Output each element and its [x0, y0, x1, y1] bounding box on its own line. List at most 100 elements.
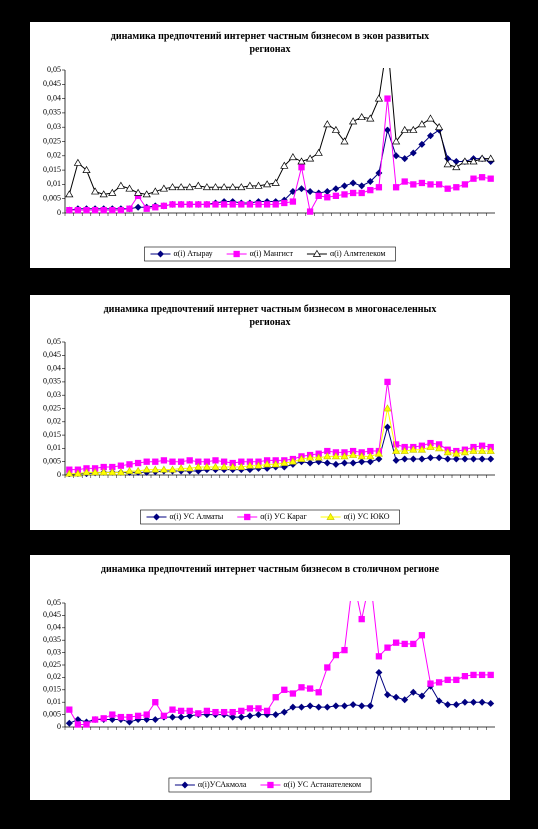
marker [202, 183, 212, 191]
marker [452, 449, 461, 457]
marker [66, 706, 73, 713]
marker [297, 157, 306, 165]
marker [384, 126, 391, 134]
marker [168, 465, 177, 473]
marker [186, 712, 194, 720]
marker [452, 163, 461, 171]
chart: 0 0,005 0,01 0,015 0,02 0,025 0,03 0,035 0,04 0,0… [43, 337, 495, 525]
marker [367, 186, 374, 194]
marker [435, 454, 443, 462]
marker [358, 615, 365, 623]
marker [392, 639, 400, 646]
marker [254, 181, 263, 189]
marker [211, 183, 220, 191]
marker [143, 205, 150, 212]
marker [185, 464, 194, 472]
marker [306, 188, 314, 196]
marker [194, 462, 203, 470]
marker [410, 181, 417, 188]
marker [159, 465, 169, 473]
marker [444, 455, 452, 463]
chart-title: динамика предпочтений интернет частным б… [103, 304, 437, 328]
marker [297, 454, 306, 462]
y-tick-label: 0 [57, 722, 61, 731]
marker [185, 183, 194, 191]
y-tick-label: 0,035 [43, 635, 61, 644]
marker [349, 179, 357, 187]
marker [212, 201, 219, 208]
marker [391, 137, 401, 145]
marker [219, 183, 229, 191]
marker [384, 691, 391, 699]
marker [348, 117, 358, 125]
marker [91, 206, 99, 214]
marker [238, 201, 245, 208]
marker [91, 716, 99, 723]
marker [220, 201, 228, 208]
legend-frame [140, 509, 400, 525]
marker [245, 181, 255, 189]
marker [469, 157, 478, 165]
series [65, 404, 495, 477]
marker [366, 452, 375, 460]
marker [435, 697, 443, 705]
y-tick-label: 0,025 [43, 136, 61, 145]
marker [125, 184, 134, 192]
marker [280, 458, 289, 466]
marker [181, 781, 189, 789]
marker [133, 466, 143, 474]
marker [73, 469, 83, 477]
marker [116, 181, 126, 189]
marker [177, 201, 185, 208]
marker [401, 155, 409, 163]
marker [169, 713, 176, 721]
y-tick-label: 0,05 [47, 337, 61, 346]
legend-item: α(i)УСАкмола [174, 780, 247, 789]
series [65, 126, 495, 214]
marker [228, 462, 237, 470]
series-line [69, 128, 491, 211]
marker [418, 140, 426, 148]
marker [288, 153, 298, 161]
chart-panel: 0 0,005 0,01 0,015 0,02 0,025 0,03 0,035 0,04 0,0… [30, 555, 510, 800]
marker [100, 715, 107, 722]
marker [202, 462, 212, 470]
marker [486, 446, 495, 454]
marker [470, 455, 477, 463]
marker [229, 708, 236, 716]
marker [125, 466, 134, 474]
marker [195, 201, 202, 208]
marker [324, 664, 331, 671]
marker [435, 679, 443, 686]
y-tick-label: 0,005 [43, 457, 61, 466]
marker [426, 114, 435, 122]
marker [211, 462, 220, 470]
marker [341, 459, 348, 467]
marker [203, 707, 211, 715]
y-tick-label: 0,02 [47, 417, 61, 426]
marker [384, 378, 391, 386]
marker [349, 189, 357, 197]
marker [298, 185, 305, 193]
y-tick-label: 0,01 [47, 179, 61, 188]
marker [108, 468, 117, 476]
series-line [68, 68, 491, 195]
marker [281, 199, 288, 207]
marker [203, 201, 211, 208]
marker [134, 459, 142, 467]
y-tick-label: 0,03 [47, 390, 61, 399]
marker [246, 712, 254, 720]
marker [74, 206, 82, 214]
marker [487, 671, 494, 679]
marker [159, 184, 169, 192]
marker [358, 458, 366, 466]
series-line [68, 601, 491, 726]
marker [255, 711, 262, 719]
marker [401, 640, 408, 648]
marker [384, 423, 391, 431]
marker [143, 716, 151, 724]
marker [186, 201, 193, 208]
marker [186, 707, 193, 715]
marker [152, 699, 159, 706]
marker [461, 181, 469, 188]
